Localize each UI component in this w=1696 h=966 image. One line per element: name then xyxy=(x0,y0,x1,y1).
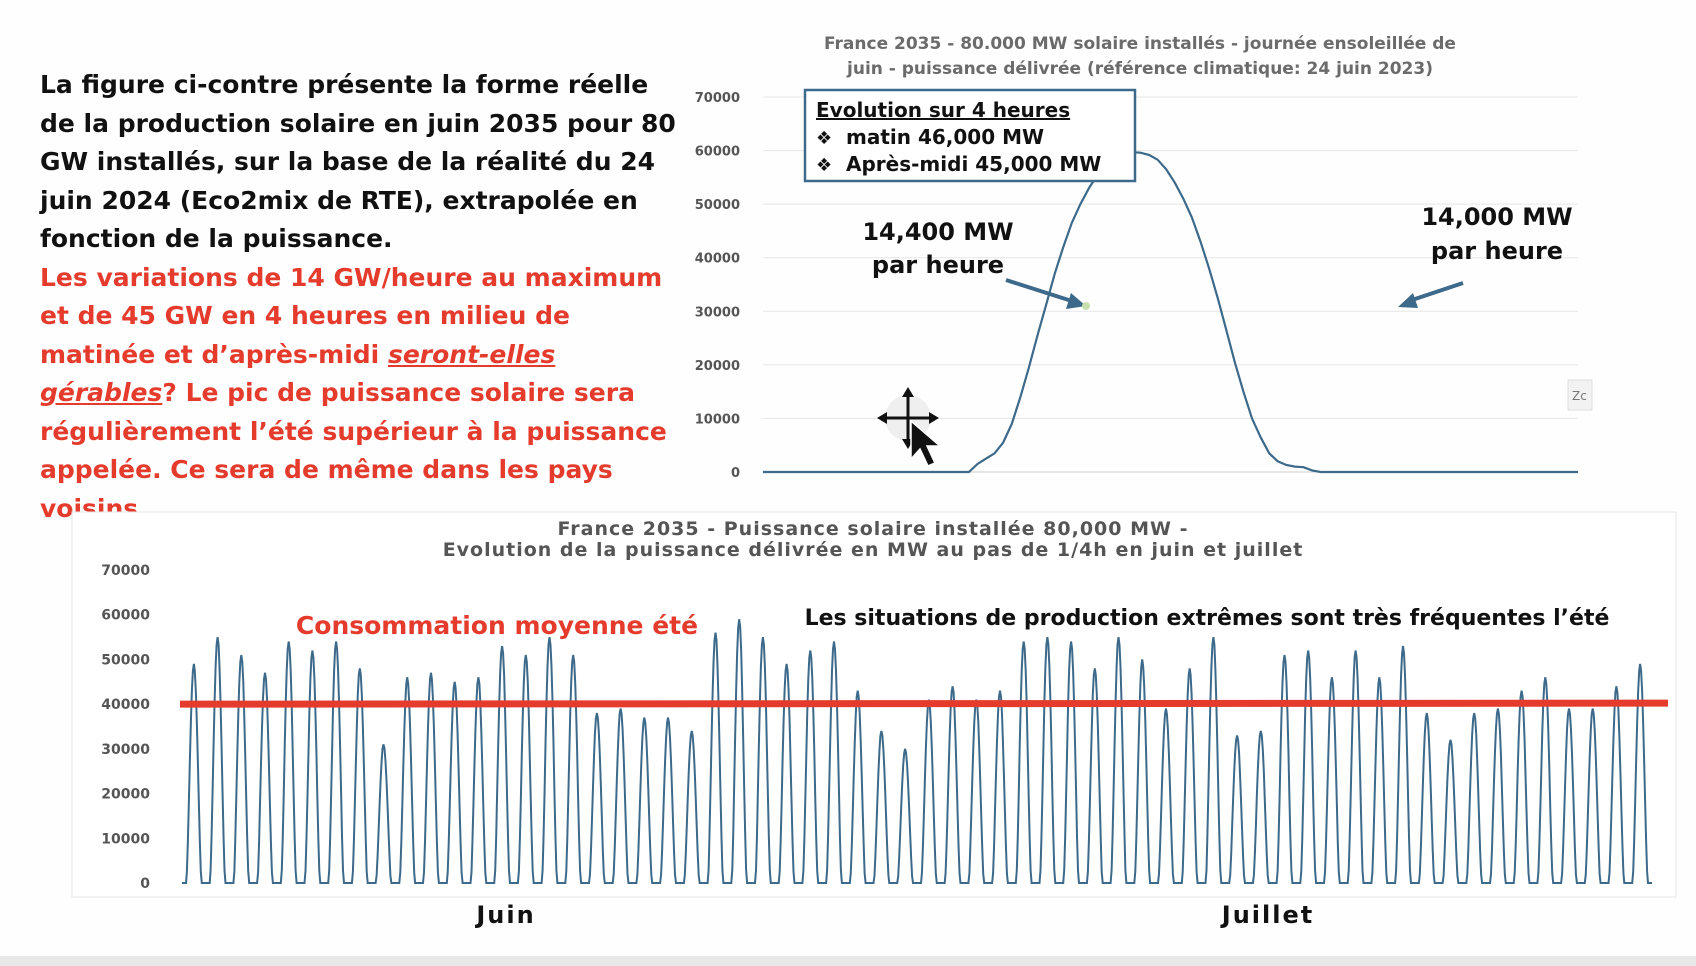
chart1-y-tick: 0 xyxy=(731,466,740,481)
chart1-y-tick: 50000 xyxy=(695,198,740,213)
chart1-legend-item-2: Après-midi 45,000 MW xyxy=(846,152,1101,176)
chart1-y-tick: 70000 xyxy=(695,91,740,106)
chart2-y-tick: 0 xyxy=(140,876,150,892)
chart1-series-line xyxy=(763,151,1578,474)
chart1-arrowhead-afternoon xyxy=(1398,293,1418,308)
chart1-marker-morning xyxy=(1082,302,1090,310)
chart1-y-tick: 40000 xyxy=(695,252,740,267)
summer-production-chart: France 2035 - Puissance solaire installé… xyxy=(71,511,1677,929)
intro-red-part-1: Les variations de 14 GW/heure au maximum… xyxy=(40,262,663,369)
chart1-arrowhead-morning xyxy=(1066,293,1086,309)
chart2-y-tick: 50000 xyxy=(101,652,150,668)
chart2-y-tick: 60000 xyxy=(101,608,150,624)
zoom-hint-tab[interactable] xyxy=(1567,379,1593,411)
daily-production-chart: France 2035 - 80.000 MW solaire installé… xyxy=(695,34,1593,481)
chart1-gridlines xyxy=(763,96,1578,473)
chart2-reference-line xyxy=(179,699,1669,708)
chart1-y-tick: 30000 xyxy=(695,305,740,320)
chart2-y-tick: 40000 xyxy=(101,697,150,713)
chart2-series-line xyxy=(182,619,1652,884)
mouse-pointer-icon xyxy=(910,419,943,467)
chart1-title-line2: juin - puissance délivrée (référence cli… xyxy=(846,59,1433,79)
chart2-y-tick: 30000 xyxy=(101,742,150,758)
intro-text: La figure ci-contre présente la forme ré… xyxy=(40,66,680,528)
chart1-legend-item-1: matin 46,000 MW xyxy=(846,125,1044,149)
chart1-arrow-afternoon xyxy=(1405,281,1464,304)
chart2-y-tick-labels: 0 10000 20000 30000 40000 50000 60000 70000 xyxy=(101,563,150,892)
chart1-legend-bullet-1: ❖ xyxy=(816,128,832,149)
chart1-annotation-morning-unit: par heure xyxy=(872,251,1004,279)
chart2-annotation: Les situations de production extrêmes so… xyxy=(805,606,1610,631)
intro-black-text: La figure ci-contre présente la forme ré… xyxy=(40,70,676,253)
chart1-y-tick: 60000 xyxy=(695,145,740,160)
chart2-reference-label: Consommation moyenne été xyxy=(296,611,698,640)
chart2-x-label-juin: Juin xyxy=(474,901,535,929)
chart2-y-tick: 70000 xyxy=(101,563,150,579)
chart2-y-tick: 10000 xyxy=(101,831,150,847)
chart1-y-tick-labels: 0 10000 20000 30000 40000 50000 60000 70000 xyxy=(695,91,740,481)
chart2-title-line1: France 2035 - Puissance solaire installé… xyxy=(558,518,1189,540)
chart1-arrow-morning xyxy=(1005,278,1079,305)
zoom-hint-label: Zc xyxy=(1572,389,1587,403)
bottom-strip xyxy=(0,956,1696,966)
chart1-annotation-morning-value: 14,400 MW xyxy=(862,218,1013,246)
intro-red-emphasis: seront-elles gérables xyxy=(40,339,556,408)
chart1-title-line1: France 2035 - 80.000 MW solaire installé… xyxy=(824,34,1456,54)
intro-red-text: Les variations de 14 GW/heure au maximum… xyxy=(40,259,680,529)
chart1-legend-bullet-2: ❖ xyxy=(816,155,832,176)
chart1-y-tick: 10000 xyxy=(695,412,740,427)
chart2-x-label-juillet: Juillet xyxy=(1220,901,1314,929)
chart2-y-tick: 20000 xyxy=(101,787,150,803)
chart1-annotation-afternoon-value: 14,000 MW xyxy=(1421,203,1572,231)
chart2-title-line2: Evolution de la puissance délivrée en MW… xyxy=(443,539,1304,561)
chart1-y-tick: 20000 xyxy=(695,359,740,374)
chart1-legend-title: Evolution sur 4 heures xyxy=(816,98,1070,122)
chart1-legend-box xyxy=(803,88,1137,183)
chart1-annotation-afternoon-unit: par heure xyxy=(1431,237,1563,265)
